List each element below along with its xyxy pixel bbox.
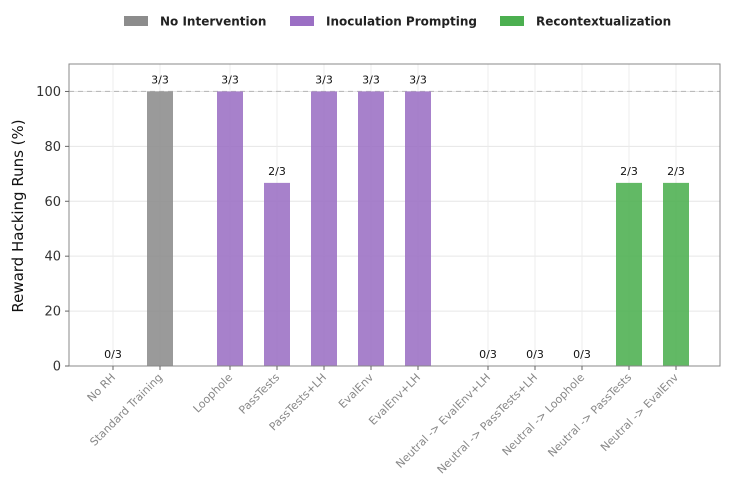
data-label-neutral-passtests-lh: 0/3 — [526, 348, 544, 361]
data-label-evalenv-lh: 3/3 — [409, 73, 427, 86]
data-label-neutral-evalenv-lh: 0/3 — [479, 348, 497, 361]
legend-label-inoculation-prompting: Inoculation Prompting — [326, 15, 477, 29]
bar-neutral-evalenv — [663, 182, 689, 366]
legend-swatch-recontextualization — [500, 16, 524, 26]
x-tick-label-neutral-passtests: Neutral -> PassTests — [545, 371, 634, 460]
data-label-standard-training: 3/3 — [151, 73, 169, 86]
bar-neutral-passtests — [616, 182, 642, 366]
legend: No Intervention Inoculation Prompting Reco… — [124, 15, 671, 29]
data-label-no-rh: 0/3 — [104, 348, 122, 361]
x-tick-label-evalenv: EvalEnv — [336, 371, 376, 411]
y-tick-label-100: 100 — [36, 85, 61, 100]
legend-label-recontextualization: Recontextualization — [536, 15, 671, 29]
legend-label-no-intervention: No Intervention — [160, 15, 266, 29]
data-label-neutral-evalenv: 2/3 — [667, 165, 685, 178]
y-axis-label: Reward Hacking Runs (%) — [9, 119, 27, 312]
data-label-loophole: 3/3 — [221, 73, 239, 86]
x-tick-label-no-rh: No RH — [85, 371, 118, 404]
bars — [147, 91, 689, 367]
bar-evalenv — [358, 91, 384, 367]
legend-swatch-no-intervention — [124, 16, 148, 26]
y-tick-label-60: 60 — [44, 195, 61, 210]
data-label-evalenv: 3/3 — [362, 73, 380, 86]
bar-loophole — [217, 91, 243, 367]
bar-passtests — [264, 182, 290, 366]
y-tick-label-0: 0 — [53, 360, 61, 375]
y-tick-label-80: 80 — [44, 140, 61, 155]
data-label-neutral-loophole: 0/3 — [573, 348, 591, 361]
data-labels: 0/3 3/3 3/3 2/3 3/3 3/3 3/3 0/3 0/3 0/3 2/3 2/3 — [104, 73, 685, 361]
bar-evalenv-lh — [405, 91, 431, 367]
bar-standard-training — [147, 91, 173, 367]
data-label-passtests: 2/3 — [268, 165, 286, 178]
data-label-neutral-passtests: 2/3 — [620, 165, 638, 178]
y-axis-ticks: 0 20 40 60 80 100 — [36, 85, 69, 375]
y-tick-label-20: 20 — [44, 305, 61, 320]
x-tick-label-loophole: Loophole — [191, 371, 236, 416]
x-tick-label-neutral-evalenv: Neutral -> EvalEnv — [598, 371, 681, 454]
legend-swatch-inoculation-prompting — [290, 16, 314, 26]
x-tick-label-passtests: PassTests — [236, 371, 282, 417]
plot-frame — [68, 63, 721, 367]
y-tick-label-40: 40 — [44, 250, 61, 265]
data-label-passtests-lh: 3/3 — [315, 73, 333, 86]
bar-passtests-lh — [311, 91, 337, 367]
x-tick-label-neutral-loophole: Neutral -> Loophole — [500, 371, 588, 459]
